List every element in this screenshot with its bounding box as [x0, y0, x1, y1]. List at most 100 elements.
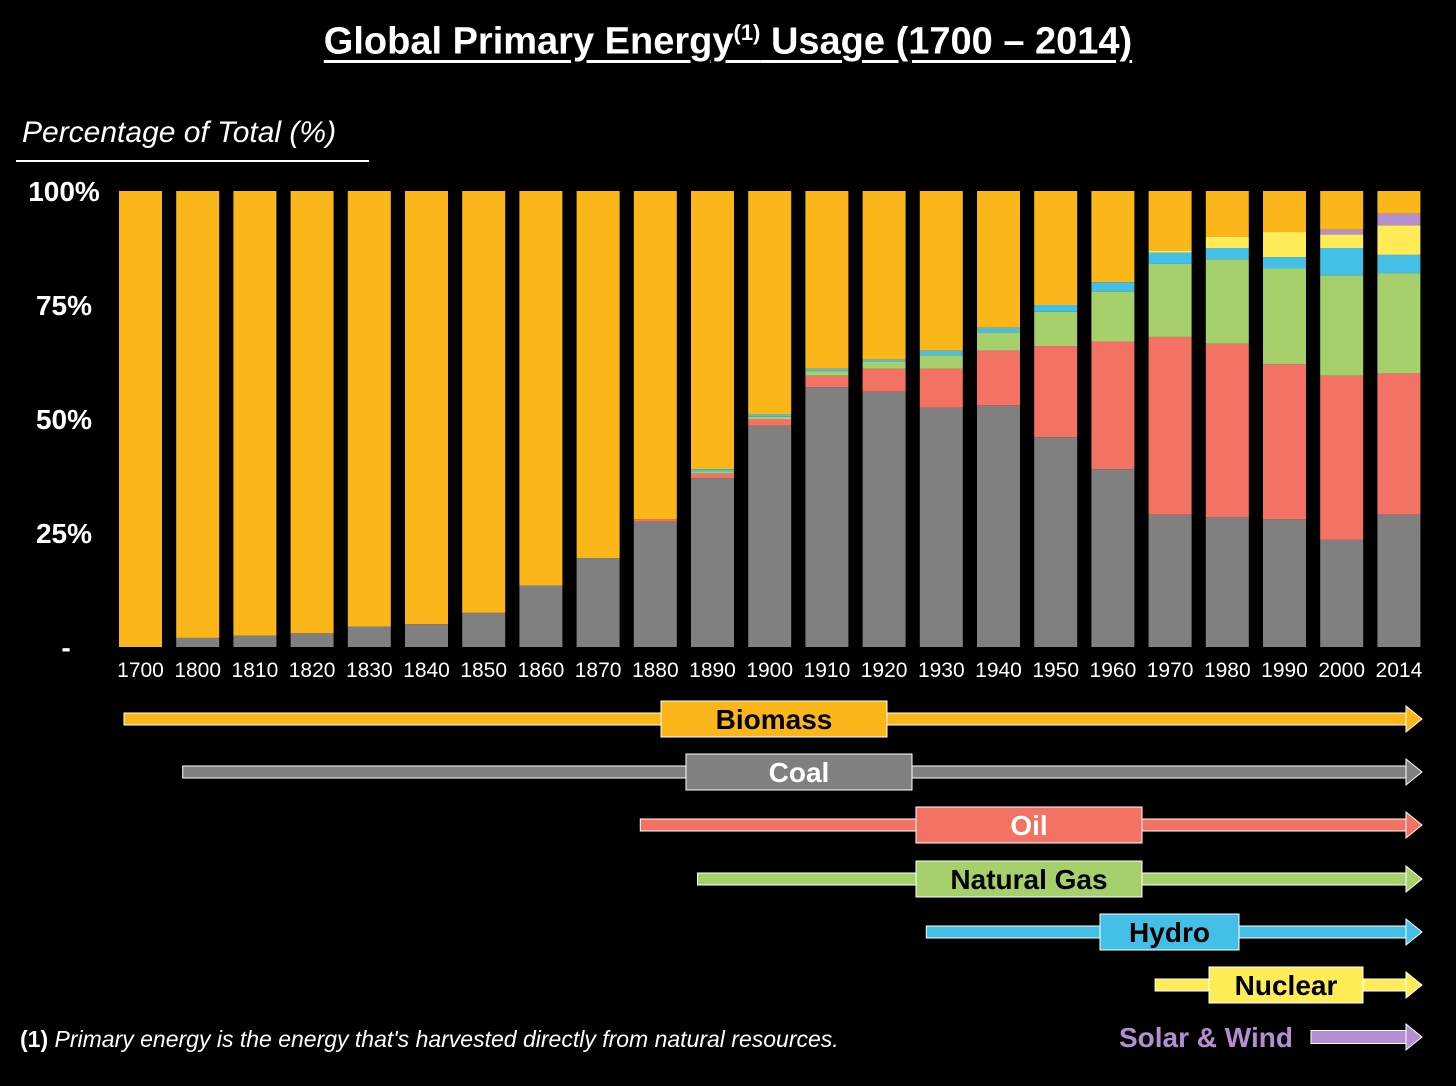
- bar-segment-nuclear: [1205, 236, 1249, 248]
- bar-segment-oil: [1263, 364, 1306, 520]
- x-tick-label: 2000: [1318, 659, 1365, 682]
- timeline-label-biomass: Biomass: [716, 704, 833, 735]
- bar-segment-biomass: [748, 191, 792, 415]
- bar-segment-hydro: [1034, 305, 1078, 312]
- bar-segment-biomass: [862, 191, 906, 360]
- bar-segment-biomass: [1034, 191, 1078, 305]
- bar-segment-solar-wind: [1377, 213, 1421, 226]
- bar-segment-coal: [347, 626, 391, 647]
- chart-title-suffix: Usage (1700 – 2014): [770, 20, 1133, 63]
- bar-segment-coal: [290, 633, 334, 647]
- x-tick-label: 1850: [460, 659, 507, 682]
- y-tick-label: 50%: [36, 404, 92, 435]
- bar-segment-oil: [1320, 375, 1364, 540]
- x-tick-label: 2014: [1376, 659, 1423, 682]
- x-tick-label: 1800: [174, 659, 221, 682]
- bar-segment-natural-gas: [748, 416, 792, 419]
- timeline-arrowhead-solar-wind: [1405, 1022, 1423, 1052]
- timeline-label-oil: Oil: [1010, 810, 1047, 841]
- bar-segment-coal: [1205, 517, 1249, 647]
- bar-segment-biomass: [405, 191, 448, 625]
- bar-segment-biomass: [176, 191, 220, 638]
- bar-segment-oil: [748, 419, 792, 426]
- bar-segment-biomass: [977, 191, 1020, 328]
- x-tick-label: 1840: [403, 659, 450, 682]
- x-tick-label: 1890: [689, 659, 736, 682]
- timeline-arrowhead-oil: [1405, 810, 1423, 840]
- bar-segment-biomass: [576, 191, 620, 559]
- bar-segment-coal: [1091, 469, 1135, 647]
- chart-title: Global Primary Energy(1) Usage (1700 – 2…: [0, 20, 1456, 64]
- bar-segment-biomass: [919, 191, 963, 351]
- timeline-label-box-oil: [915, 806, 1143, 844]
- bar-segment-natural-gas: [1205, 259, 1249, 344]
- bar-segment-oil: [691, 473, 734, 479]
- bar-segment-coal: [1320, 539, 1364, 647]
- bar-segment-biomass: [462, 191, 506, 613]
- bar-segment-oil: [862, 368, 906, 392]
- bar-segment-hydro: [805, 368, 849, 372]
- footnote-marker: (1): [20, 1026, 49, 1052]
- bar-segment-coal: [977, 405, 1020, 647]
- timeline-arrowhead-nuclear: [1405, 970, 1423, 1000]
- y-tick-label: 75%: [36, 290, 92, 321]
- bar-segment-natural-gas: [1091, 291, 1135, 342]
- bar-segment-coal: [1148, 514, 1192, 647]
- bar-segment-biomass: [691, 191, 734, 470]
- timeline-label-solar-wind: Solar & Wind: [1119, 1022, 1293, 1053]
- x-tick-label: 1930: [918, 659, 965, 682]
- timeline-label-nuclear: Nuclear: [1235, 970, 1338, 1001]
- timeline-label-box-natural-gas: [915, 860, 1143, 898]
- bar-segment-natural-gas: [1263, 268, 1306, 365]
- bar-segment-biomass: [347, 191, 391, 627]
- bar-segment-coal: [633, 521, 677, 647]
- bar-segment-biomass: [1148, 191, 1192, 251]
- bar-segment-coal: [1034, 437, 1078, 647]
- bar-segment-biomass: [1205, 191, 1249, 237]
- x-tick-label: 1940: [975, 659, 1022, 682]
- bar-segment-nuclear: [1377, 225, 1421, 255]
- x-tick-label: 1860: [518, 659, 565, 682]
- x-tick-label: 1820: [289, 659, 336, 682]
- bar-segment-coal: [519, 585, 563, 647]
- bar-segment-coal: [462, 612, 506, 647]
- bar-segment-coal: [748, 425, 792, 647]
- y-axis-label-underline: [16, 160, 369, 162]
- bar-segment-oil: [1205, 343, 1249, 518]
- bar-segment-natural-gas: [919, 355, 963, 369]
- bar-segment-oil: [977, 350, 1020, 406]
- bar-segment-oil: [1034, 346, 1078, 438]
- bar-segment-natural-gas: [1320, 275, 1364, 376]
- x-tick-label: 1900: [746, 659, 793, 682]
- x-tick-label: 1990: [1261, 659, 1308, 682]
- chart-title-footnote-marker: (1): [733, 20, 761, 45]
- x-tick-label: 1960: [1090, 659, 1137, 682]
- x-tick-label: 1920: [861, 659, 908, 682]
- bar-segment-coal: [691, 478, 734, 647]
- bar-segment-coal: [919, 407, 963, 647]
- bar-segment-hydro: [862, 359, 906, 362]
- bar-segment-biomass: [1091, 191, 1135, 283]
- bar-segment-coal: [233, 635, 277, 647]
- x-tick-label: 1970: [1147, 659, 1194, 682]
- bar-segment-coal: [176, 637, 220, 647]
- bar-segment-oil: [805, 375, 849, 388]
- bar-segment-natural-gas: [1034, 311, 1078, 347]
- bar-segment-biomass: [1377, 191, 1421, 214]
- bar-segment-hydro: [977, 327, 1020, 333]
- bar-segment-solar-wind: [1320, 229, 1364, 235]
- bar-segment-oil: [1148, 336, 1192, 515]
- bar-segment-oil: [633, 519, 677, 522]
- bar-segment-natural-gas: [1377, 273, 1421, 374]
- x-tick-label: 1950: [1032, 659, 1079, 682]
- footnote-text: Primary energy is the energy that's harv…: [54, 1026, 839, 1052]
- x-tick-label: 1910: [804, 659, 851, 682]
- x-tick-label: 1830: [346, 659, 393, 682]
- bar-segment-biomass: [1263, 191, 1306, 233]
- timeline-arrow-solar-wind: [1310, 1030, 1407, 1044]
- bar-segment-coal: [576, 558, 620, 647]
- y-tick-label: 100%: [28, 176, 100, 207]
- x-tick-label: 1870: [575, 659, 622, 682]
- bar-segment-coal: [1377, 514, 1421, 647]
